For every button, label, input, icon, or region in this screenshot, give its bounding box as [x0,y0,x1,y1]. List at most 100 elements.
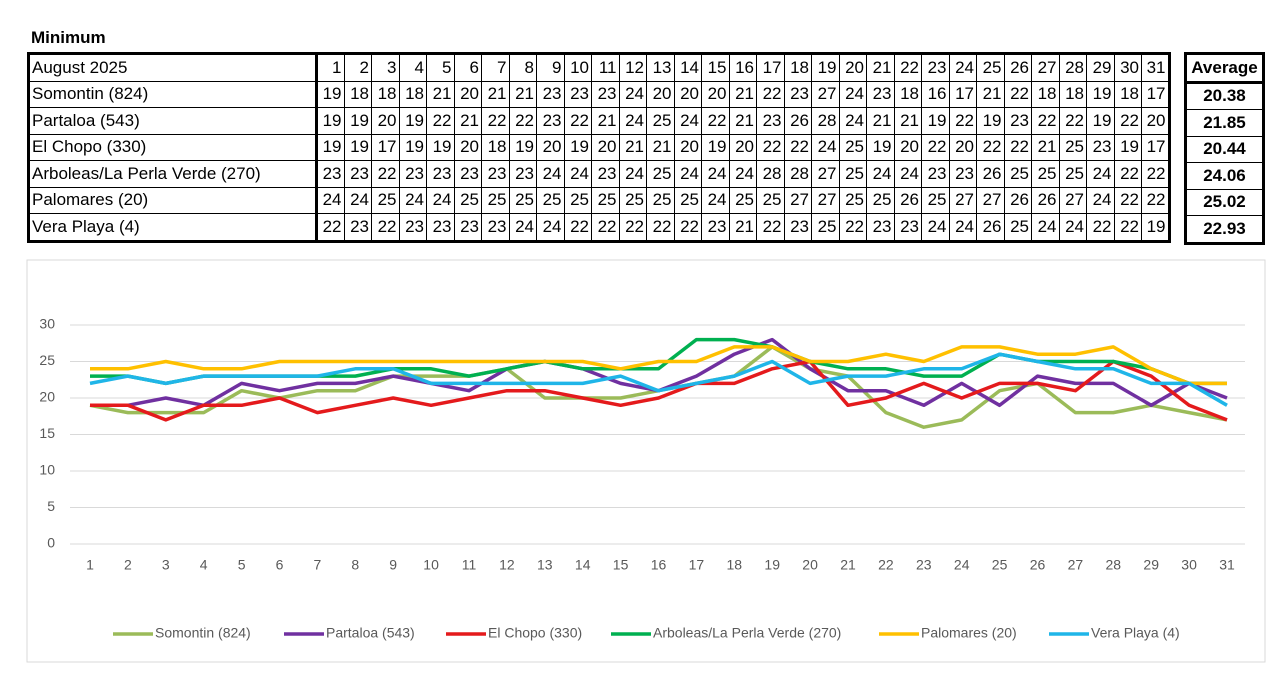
average-cell: 22.93 [1185,215,1264,244]
cell: 24 [536,213,565,242]
cell: 25 [838,133,867,161]
x-tick-label: 2 [124,557,132,573]
cell: 22 [591,213,620,242]
average-cell: 20.44 [1185,135,1264,163]
cell: 23 [398,160,427,188]
series-line [90,359,1228,422]
cell: 23 [481,213,510,242]
cell: 22 [508,107,537,135]
legend-label: Partaloa (543) [326,625,415,641]
cell: 22 [1141,160,1170,188]
x-tick-label: 19 [764,557,780,573]
cell: 27 [811,160,840,188]
cell: 22 [756,133,785,161]
cell: 22 [1058,107,1087,135]
average-header: Average [1185,53,1264,84]
cell: 19 [316,107,345,135]
cell: 25 [1058,133,1087,161]
cell: 22 [563,107,592,135]
cell: 16 [921,80,950,108]
cell: 24 [921,213,950,242]
cell: 23 [948,160,977,188]
cell: 22 [1141,186,1170,214]
cell: 19 [921,107,950,135]
data-row: 22.93 [1185,215,1264,244]
average-table: Average 20.38 21.85 20.44 24.06 25.02 22.93 [1184,52,1265,245]
cell: 25 [453,186,482,214]
cell: 22 [646,213,675,242]
cell: 22 [756,80,785,108]
cell: 24 [618,160,647,188]
cell: 24 [1086,160,1115,188]
cell: 23 [1003,107,1032,135]
cell: 25 [591,186,620,214]
x-tick-label: 1 [86,557,94,573]
cell: 25 [646,160,675,188]
x-tick-label: 23 [916,557,932,573]
day-header: 21 [866,53,895,82]
data-row: Palomares (20) 24 24 25 24 24 25 25 25 25 25 25 25 25… [28,186,1170,214]
cell: 24 [398,186,427,214]
series-line [90,345,1227,386]
x-tick-label: 13 [537,557,553,573]
cell: 18 [1031,80,1060,108]
cell: 24 [948,213,977,242]
y-tick-label: 20 [39,389,55,405]
cell: 22 [1031,107,1060,135]
cell: 21 [728,107,757,135]
day-header: 16 [728,53,757,82]
y-tick-label: 5 [47,498,55,514]
cell: 19 [866,133,895,161]
cell: 24 [618,80,647,108]
cell: 23 [536,107,565,135]
y-tick-label: 25 [39,352,55,368]
cell: 20 [948,133,977,161]
day-header: 8 [508,53,537,82]
cell: 22 [783,133,812,161]
cell: 21 [453,107,482,135]
day-header: 25 [976,53,1005,82]
cell: 24 [1086,186,1115,214]
cell: 23 [536,80,565,108]
cell: 24 [728,160,757,188]
average-cell: 24.06 [1185,162,1264,190]
cell: 19 [343,133,372,161]
x-tick-label: 4 [200,557,208,573]
x-tick-label: 17 [689,557,705,573]
cell: 23 [453,213,482,242]
cell: 21 [866,107,895,135]
cell: 26 [1003,186,1032,214]
cell: 19 [1086,107,1115,135]
cell: 25 [481,186,510,214]
cell: 21 [618,133,647,161]
cell: 26 [976,160,1005,188]
cell: 22 [948,107,977,135]
cell: 17 [948,80,977,108]
day-header: 18 [783,53,812,82]
cell: 26 [1031,186,1060,214]
data-row: 20.44 [1185,135,1264,163]
cell: 23 [316,160,345,188]
cell: 24 [563,160,592,188]
cell: 23 [398,213,427,242]
cell: 25 [536,186,565,214]
day-header: 14 [673,53,702,82]
x-tick-label: 22 [878,557,894,573]
cell: 25 [371,186,400,214]
data-row: Arboleas/La Perla Verde (270) 23 23 22 23 23 2… [28,160,1170,188]
cell: 27 [1058,186,1087,214]
cell: 24 [343,186,372,214]
cell: 21 [481,80,510,108]
day-header: 13 [646,53,675,82]
cell: 20 [893,133,922,161]
cell: 19 [508,133,537,161]
day-header: 7 [481,53,510,82]
data-row: 25.02 [1185,188,1264,216]
average-cell: 20.38 [1185,81,1264,110]
cell: 18 [398,80,427,108]
cell: 24 [508,213,537,242]
row-name: Somontin (824) [28,80,318,108]
cell: 23 [591,160,620,188]
